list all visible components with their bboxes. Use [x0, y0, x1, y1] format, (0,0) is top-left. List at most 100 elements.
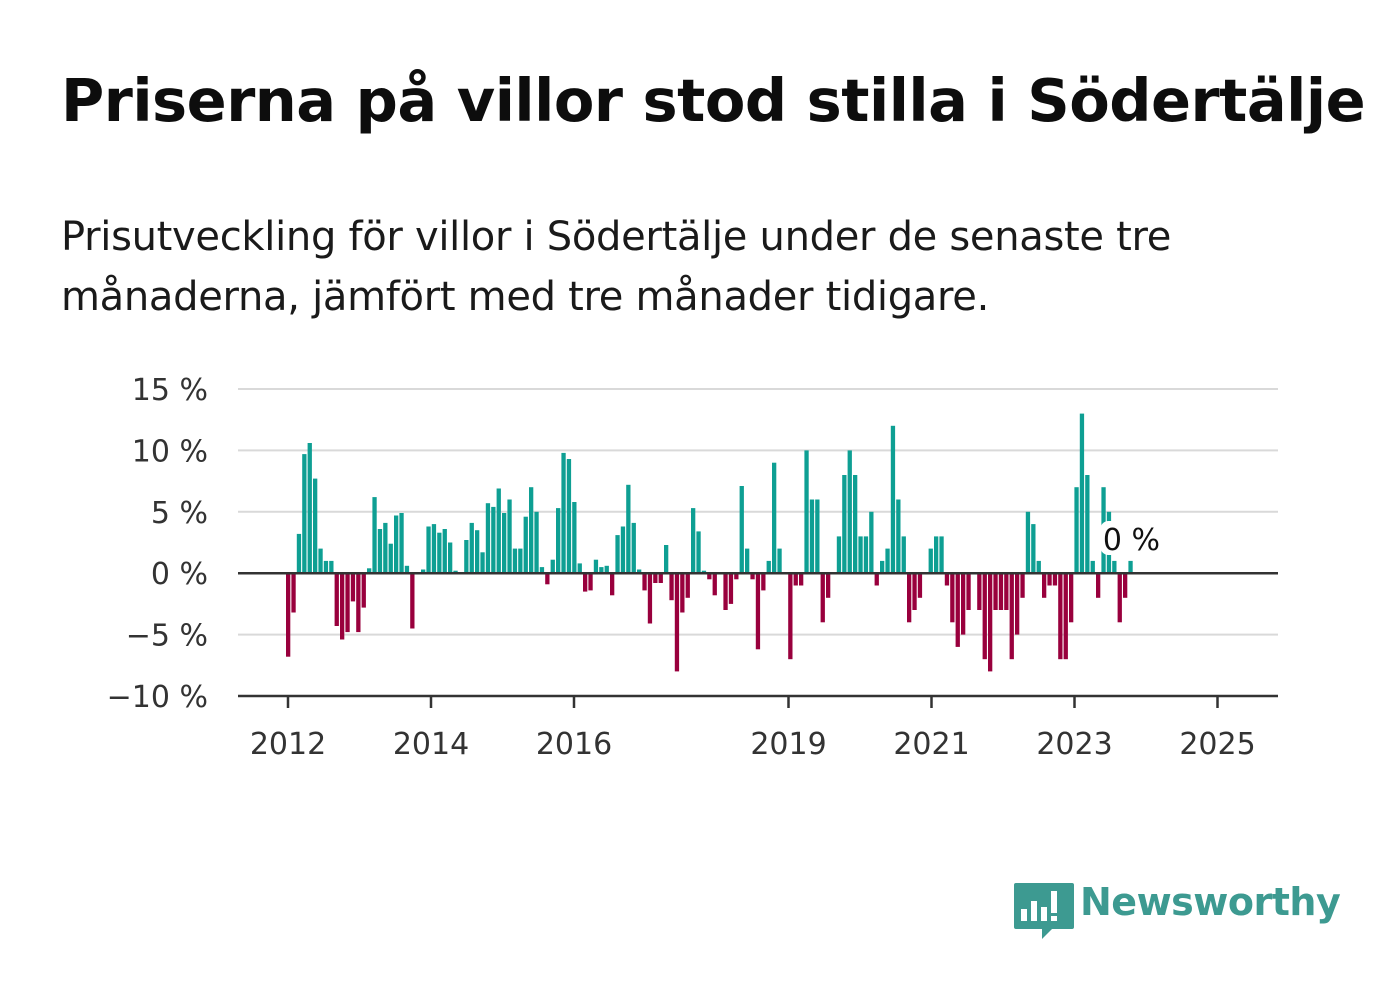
bar	[534, 511, 539, 574]
bar	[696, 531, 701, 574]
bar	[642, 573, 647, 591]
bar	[1074, 487, 1079, 574]
bar	[712, 573, 717, 596]
bar	[799, 573, 804, 586]
bar	[491, 506, 496, 574]
x-tick-label: 2019	[750, 727, 826, 762]
bar	[469, 522, 474, 574]
bar	[410, 573, 415, 629]
bar	[496, 488, 501, 574]
bar	[734, 573, 739, 580]
bar	[939, 536, 944, 574]
bar	[820, 573, 825, 623]
y-tick-label: −5 %	[126, 619, 208, 654]
bar	[944, 573, 950, 586]
bar	[599, 567, 604, 574]
bar	[1079, 413, 1085, 574]
bar	[880, 560, 885, 574]
chart-title: Priserna på villor stod stilla i Södertä…	[61, 66, 1366, 135]
bar	[977, 573, 982, 610]
bar	[653, 573, 658, 583]
bar	[1117, 573, 1122, 623]
bar	[583, 573, 588, 592]
bar	[988, 573, 993, 672]
bar	[1047, 573, 1052, 586]
bar	[340, 573, 345, 640]
y-tick-label: −10 %	[107, 680, 208, 715]
bar	[1063, 573, 1068, 660]
bar	[674, 573, 680, 672]
bar	[1025, 511, 1031, 574]
bar	[1042, 573, 1047, 598]
bar	[593, 559, 599, 574]
bar	[907, 573, 912, 623]
bar	[313, 478, 318, 574]
bar	[318, 548, 323, 574]
x-tick-label: 2014	[393, 727, 469, 762]
bar	[286, 573, 291, 657]
bar	[307, 443, 312, 574]
bar	[302, 454, 307, 574]
bar	[1015, 573, 1020, 635]
bar	[809, 499, 815, 574]
bar	[610, 573, 615, 596]
bar	[507, 499, 512, 574]
bar	[480, 552, 485, 574]
x-tick-label: 2021	[893, 727, 969, 762]
bar	[863, 536, 869, 574]
bar	[777, 548, 782, 574]
bar	[896, 499, 901, 574]
bar	[772, 462, 777, 574]
bar	[421, 569, 426, 574]
bar	[334, 573, 339, 626]
bar	[502, 513, 507, 574]
bar	[917, 573, 923, 598]
last-value-label: 0 %	[1103, 523, 1160, 558]
bar	[982, 573, 987, 660]
bar	[934, 536, 939, 574]
bar	[388, 543, 393, 574]
bar	[815, 499, 820, 574]
bar	[955, 573, 960, 647]
bar	[394, 515, 399, 574]
bar	[361, 573, 366, 608]
bar	[1069, 573, 1074, 623]
bar	[350, 573, 356, 602]
bar	[329, 560, 334, 574]
bars	[286, 413, 1133, 672]
bar	[788, 573, 793, 660]
bar	[464, 540, 469, 574]
bar	[431, 524, 437, 574]
x-tick-label: 2025	[1179, 727, 1255, 762]
bar	[874, 573, 879, 586]
bar	[1058, 573, 1063, 660]
bar	[545, 573, 550, 585]
bar	[766, 560, 771, 574]
y-axis-ticks: 15 % 10 % 5 % 0 % −5 % −10 %	[107, 373, 208, 715]
bar	[372, 497, 377, 574]
bar	[1036, 560, 1041, 574]
bar	[615, 535, 620, 574]
bar	[966, 573, 971, 610]
bar	[561, 452, 566, 574]
bar	[847, 450, 852, 574]
bar	[291, 573, 296, 613]
bar	[442, 529, 447, 574]
x-tick-label: 2012	[250, 727, 326, 762]
bar	[631, 522, 636, 574]
bar	[961, 573, 966, 635]
bar	[1004, 573, 1009, 610]
bar	[1009, 573, 1014, 660]
bar	[745, 548, 750, 574]
bar	[728, 573, 734, 604]
bar	[620, 526, 626, 574]
bar	[664, 545, 669, 574]
bar	[356, 573, 361, 633]
bar	[658, 573, 663, 583]
bar	[1112, 560, 1117, 574]
x-tick-label: 2016	[536, 727, 612, 762]
bar	[577, 563, 582, 574]
bar	[912, 573, 917, 610]
bar	[993, 573, 998, 610]
